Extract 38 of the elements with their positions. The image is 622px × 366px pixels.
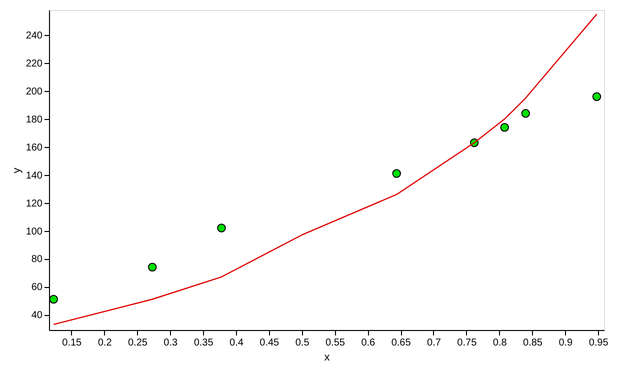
y-tick-label: 120 (26, 198, 43, 210)
point (217, 224, 226, 232)
point (592, 92, 602, 102)
x-tick-label: 0.85 (523, 338, 543, 348)
y-axis-title: y (10, 167, 23, 174)
x-tick-label: 0.45 (260, 338, 280, 348)
x-tick-label: 0.75 (457, 338, 478, 348)
x-tick-label: 0.8 (492, 338, 508, 348)
y-tick-label: 180 (26, 114, 43, 126)
x-tick-label: 0.35 (194, 338, 214, 348)
y-tick-label: 40 (31, 310, 43, 322)
y-tick-label: 220 (26, 58, 43, 70)
y-tick-label: 140 (26, 170, 43, 182)
x-tick-label: 0.6 (361, 338, 376, 348)
x-tick-label: 0.55 (325, 338, 346, 348)
x-tick-label: 0.25 (128, 338, 148, 348)
x-tick-label: 0.95 (588, 338, 609, 348)
y-tick-label: 80 (31, 254, 43, 266)
y-tick-label: 60 (31, 282, 43, 294)
x-tick-label: 0.4 (230, 338, 244, 348)
point (49, 294, 58, 304)
point (521, 109, 530, 118)
x-tick-label: 0.2 (98, 338, 112, 348)
y-tick-label: 100 (26, 226, 43, 238)
x-tick-label: 0.5 (295, 338, 310, 348)
x-tick-label: 0.65 (391, 338, 412, 348)
point (500, 123, 509, 132)
line-series (53, 14, 598, 326)
point (392, 169, 401, 178)
x-tick-label: 0.3 (164, 338, 178, 348)
x-axis-title: x (324, 352, 330, 364)
x-tick-label: 0.15 (62, 338, 82, 348)
x-tick-label: 0.7 (427, 338, 442, 348)
x-tick-label: 0.9 (558, 338, 574, 348)
point (148, 262, 157, 272)
y-tick-label: 160 (26, 142, 43, 154)
y-tick-label: 240 (26, 30, 43, 42)
y-tick-label: 200 (26, 86, 43, 98)
